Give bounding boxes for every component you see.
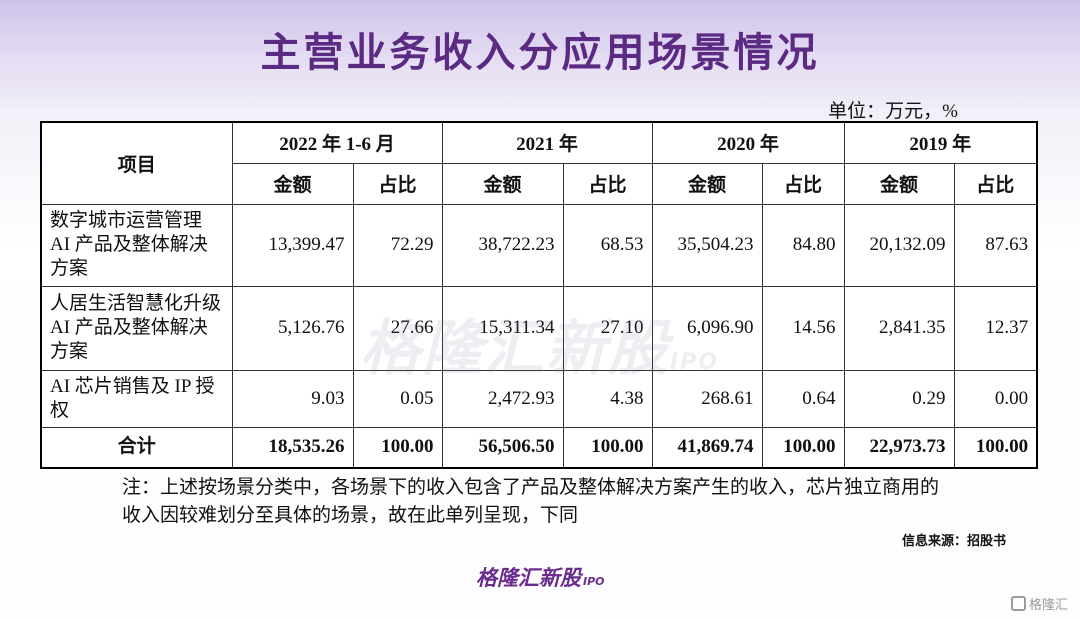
table-row: AI 芯片销售及 IP 授权 9.03 0.05 2,472.93 4.38 2… bbox=[40, 369, 1038, 428]
cell-amount: 268.61 bbox=[651, 369, 763, 428]
total-share: 100.00 bbox=[352, 426, 443, 469]
cell-amount: 2,841.35 bbox=[843, 285, 955, 371]
header-row-periods: 项目 2022 年 1-6 月 2021 年 2020 年 2019 年 bbox=[40, 121, 1038, 205]
cell-share: 0.00 bbox=[953, 369, 1038, 428]
cell-share: 0.64 bbox=[761, 369, 845, 428]
cell-share: 84.80 bbox=[761, 203, 845, 287]
table-row: 人居生活智慧化升级 AI 产品及整体解决方案 5,126.76 27.66 15… bbox=[40, 285, 1038, 371]
total-amount: 18,535.26 bbox=[231, 426, 354, 469]
total-share: 100.00 bbox=[562, 426, 653, 469]
cell-amount: 0.29 bbox=[843, 369, 955, 428]
header-period-2019: 2019 年 bbox=[843, 121, 1038, 164]
header-item: 项目 bbox=[40, 121, 233, 205]
row-label: AI 芯片销售及 IP 授权 bbox=[40, 369, 233, 428]
header-amount: 金额 bbox=[651, 162, 763, 205]
cell-share: 27.10 bbox=[562, 285, 653, 371]
total-amount: 56,506.50 bbox=[441, 426, 564, 469]
cell-amount: 15,311.34 bbox=[441, 285, 564, 371]
cell-amount: 2,472.93 bbox=[441, 369, 564, 428]
unit-label: 单位：万元，% bbox=[828, 101, 958, 122]
header-period-2022h1: 2022 年 1-6 月 bbox=[231, 121, 443, 164]
header-row-subheaders: 金额 占比 金额 占比 金额 占比 金额 占比 bbox=[41, 162, 1038, 205]
header-amount: 金额 bbox=[441, 162, 564, 205]
cell-amount: 9.03 bbox=[231, 369, 354, 428]
cell-share: 12.37 bbox=[953, 285, 1038, 371]
row-label: 数字城市运营管理 AI 产品及整体解决方案 bbox=[40, 203, 233, 287]
header-period-2020: 2020 年 bbox=[651, 121, 845, 164]
cell-share: 0.05 bbox=[352, 369, 443, 428]
cell-share: 72.29 bbox=[352, 203, 443, 287]
brand-text: 格隆汇 bbox=[1028, 598, 1068, 613]
cell-share: 68.53 bbox=[562, 203, 653, 287]
header-amount: 金额 bbox=[843, 162, 955, 205]
cell-amount: 5,126.76 bbox=[231, 285, 354, 371]
brand-icon bbox=[1010, 596, 1026, 611]
header-share: 占比 bbox=[562, 162, 653, 205]
cell-amount: 13,399.47 bbox=[231, 203, 354, 287]
cell-share: 27.66 bbox=[352, 285, 443, 371]
cell-share: 4.38 bbox=[562, 369, 653, 428]
table-row: 数字城市运营管理 AI 产品及整体解决方案 13,399.47 72.29 38… bbox=[40, 203, 1038, 287]
header-share: 占比 bbox=[953, 162, 1038, 205]
header-period-2021: 2021 年 bbox=[441, 121, 653, 164]
revenue-table: 项目 2022 年 1-6 月 2021 年 2020 年 2019 年 金额 … bbox=[40, 121, 1039, 469]
cell-amount: 20,132.09 bbox=[843, 203, 955, 287]
cell-amount: 6,096.90 bbox=[651, 285, 763, 371]
total-amount: 22,973.73 bbox=[843, 426, 955, 469]
total-share: 100.00 bbox=[761, 426, 845, 469]
total-row: 合计 18,535.26 100.00 56,506.50 100.00 41,… bbox=[40, 426, 1038, 469]
total-share: 100.00 bbox=[953, 426, 1038, 469]
row-label: 人居生活智慧化升级 AI 产品及整体解决方案 bbox=[40, 285, 233, 371]
header-amount: 金额 bbox=[231, 162, 354, 205]
cell-amount: 38,722.23 bbox=[441, 203, 564, 287]
footnote: 注：上述按场景分类中，各场景下的收入包含了产品及整体解决方案产生的收入，芯片独立… bbox=[122, 477, 940, 526]
cell-share: 14.56 bbox=[761, 285, 845, 371]
total-amount: 41,869.74 bbox=[651, 426, 763, 469]
logo-ipo: IPO bbox=[583, 575, 605, 588]
cell-share: 87.63 bbox=[953, 203, 1038, 287]
logo-text: 格隆汇新股 bbox=[476, 566, 581, 590]
brand-watermark: 格隆汇 bbox=[1010, 594, 1068, 613]
header-band bbox=[0, 0, 1080, 110]
logo: 格隆汇新股 IPO bbox=[476, 562, 605, 592]
header-share: 占比 bbox=[761, 162, 845, 205]
cell-amount: 35,504.23 bbox=[651, 203, 763, 287]
total-label: 合计 bbox=[40, 426, 233, 469]
page-title: 主营业务收入分应用场景情况 bbox=[260, 29, 820, 76]
header-share: 占比 bbox=[352, 162, 443, 205]
source-label: 信息来源：招股书 bbox=[901, 533, 1006, 548]
